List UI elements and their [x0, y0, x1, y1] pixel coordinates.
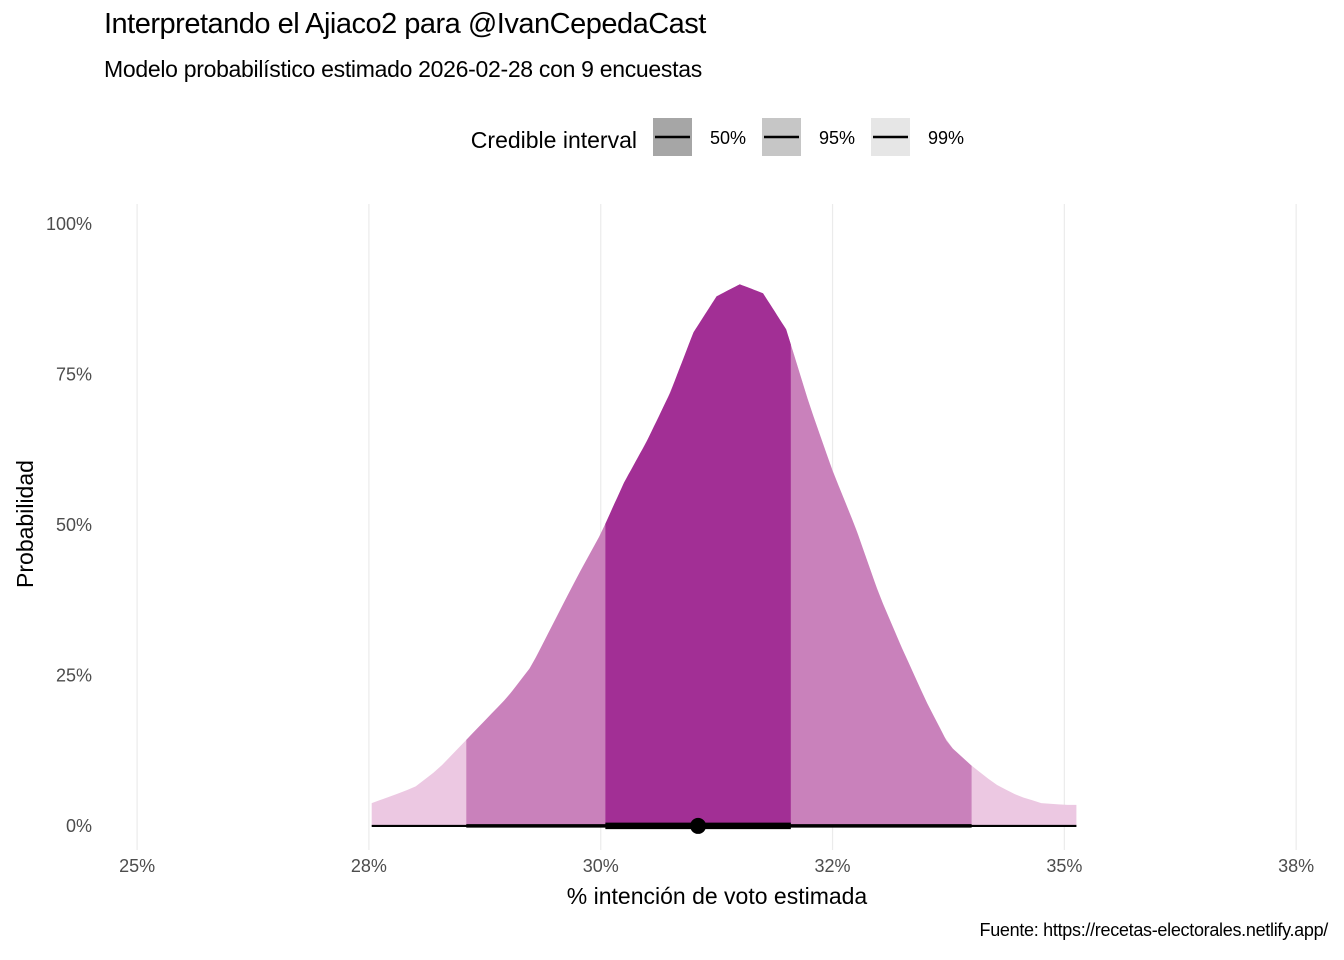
x-axis-ticks: 25% 28% 30% 32% 35% 38%: [119, 856, 1314, 876]
x-tick-label: 38%: [1278, 856, 1314, 876]
legend-label: 99%: [928, 128, 964, 148]
y-tick-label: 50%: [56, 515, 92, 535]
density-bands: [371, 284, 1077, 826]
x-tick-label: 28%: [351, 856, 387, 876]
interval-bars: [371, 817, 1077, 834]
legend-item-50: 50%: [653, 118, 746, 156]
x-axis-label: % intención de voto estimada: [567, 883, 868, 909]
x-tick-label: 32%: [815, 856, 851, 876]
y-tick-label: 100%: [46, 214, 92, 234]
legend-item-95: 95%: [762, 118, 855, 156]
legend-title: Credible interval: [471, 127, 637, 153]
y-tick-label: 25%: [56, 665, 92, 685]
chart-title: Interpretando el Ajiaco2 para @IvanCeped…: [104, 8, 706, 40]
x-tick-label: 25%: [119, 856, 155, 876]
legend-label: 95%: [819, 128, 855, 148]
y-tick-label: 75%: [56, 365, 92, 385]
y-axis-label: Probabilidad: [12, 460, 38, 588]
y-tick-label: 0%: [66, 816, 92, 836]
legend-label: 50%: [710, 128, 746, 148]
source-caption: Fuente: https://recetas-electorales.netl…: [979, 920, 1329, 940]
chart-subtitle: Modelo probabilístico estimado 2026-02-2…: [104, 56, 702, 82]
x-tick-label: 30%: [583, 856, 619, 876]
x-tick-label: 35%: [1046, 856, 1082, 876]
point-estimate: [690, 817, 707, 834]
density-band-50: [605, 284, 791, 826]
legend: Credible interval 50% 95% 99%: [471, 118, 964, 156]
legend-item-99: 99%: [871, 118, 964, 156]
y-axis-ticks: 0% 25% 50% 75% 100%: [46, 214, 92, 836]
